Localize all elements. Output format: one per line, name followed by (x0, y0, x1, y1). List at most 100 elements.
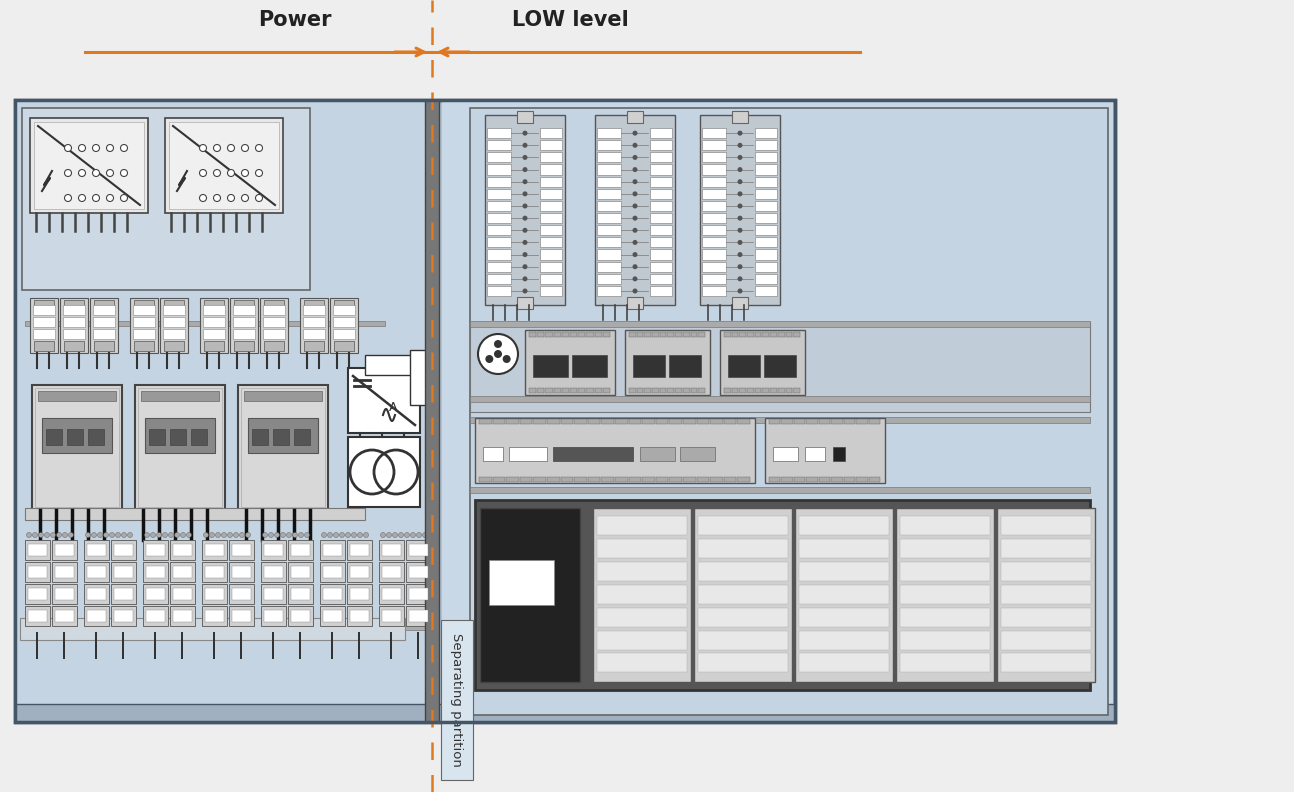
Bar (650, 165, 672, 174)
Bar (675, 332, 682, 337)
Bar (230, 298, 258, 353)
Bar (697, 585, 788, 604)
Bar (487, 140, 511, 150)
Bar (868, 477, 880, 482)
Bar (204, 610, 224, 622)
Bar (668, 332, 674, 337)
Bar (204, 341, 224, 351)
Circle shape (738, 167, 743, 172)
Bar (602, 419, 613, 424)
Bar (324, 544, 342, 556)
Circle shape (523, 179, 528, 185)
Circle shape (175, 532, 180, 538)
Bar (264, 544, 283, 556)
Circle shape (106, 144, 114, 151)
Bar (754, 188, 776, 199)
Bar (597, 165, 621, 174)
Bar (406, 562, 431, 582)
Bar (260, 298, 289, 353)
Circle shape (128, 532, 132, 538)
Circle shape (228, 532, 233, 538)
Bar (547, 419, 559, 424)
Circle shape (180, 532, 185, 538)
Bar (38, 391, 116, 401)
Bar (144, 606, 168, 626)
Bar (91, 298, 118, 353)
Circle shape (523, 265, 528, 269)
Circle shape (79, 144, 85, 151)
Bar (379, 540, 404, 560)
Bar (25, 508, 365, 520)
Bar (650, 261, 672, 272)
Bar (560, 477, 573, 482)
Circle shape (334, 532, 339, 538)
Bar (347, 540, 371, 560)
Bar (347, 606, 371, 626)
Bar (483, 447, 503, 461)
Bar (650, 286, 672, 296)
Bar (629, 332, 635, 337)
Bar (28, 544, 47, 556)
Bar (578, 332, 585, 337)
Bar (28, 588, 47, 600)
Circle shape (106, 195, 114, 201)
Bar (333, 305, 355, 315)
Circle shape (357, 532, 362, 538)
Bar (303, 329, 325, 339)
Bar (540, 165, 562, 174)
Circle shape (85, 532, 91, 538)
Bar (593, 508, 691, 682)
Bar (204, 300, 224, 310)
Circle shape (110, 532, 114, 538)
Bar (320, 540, 345, 560)
Bar (19, 618, 405, 640)
Bar (703, 140, 726, 150)
Bar (304, 341, 324, 351)
Bar (650, 249, 672, 260)
Bar (289, 584, 313, 604)
Bar (84, 584, 109, 604)
Bar (261, 584, 286, 604)
Bar (273, 429, 289, 445)
Circle shape (523, 252, 528, 257)
Bar (637, 332, 643, 337)
Bar (754, 332, 761, 337)
Circle shape (221, 532, 226, 538)
Bar (93, 305, 115, 315)
Bar (683, 332, 690, 337)
Bar (575, 477, 586, 482)
Circle shape (246, 532, 251, 538)
Bar (699, 388, 705, 393)
Bar (754, 225, 776, 235)
Bar (597, 585, 687, 604)
Bar (754, 286, 776, 296)
Circle shape (633, 155, 638, 160)
Bar (263, 317, 285, 327)
Bar (700, 115, 780, 305)
Circle shape (228, 195, 234, 201)
Bar (320, 562, 345, 582)
Bar (782, 419, 793, 424)
Bar (28, 566, 47, 578)
Bar (597, 177, 621, 187)
Bar (650, 225, 672, 235)
Circle shape (44, 532, 49, 538)
Bar (56, 566, 74, 578)
Bar (696, 419, 709, 424)
Bar (170, 429, 186, 445)
Bar (578, 388, 585, 393)
Bar (629, 388, 635, 393)
Bar (739, 332, 747, 337)
Circle shape (255, 144, 263, 151)
Bar (30, 118, 148, 213)
Circle shape (494, 340, 502, 348)
Bar (229, 584, 254, 604)
Bar (34, 305, 56, 315)
Bar (379, 584, 404, 604)
Bar (629, 477, 642, 482)
Bar (264, 566, 283, 578)
Bar (703, 249, 726, 260)
Bar (901, 516, 990, 535)
Bar (470, 108, 1108, 715)
Bar (164, 341, 184, 351)
